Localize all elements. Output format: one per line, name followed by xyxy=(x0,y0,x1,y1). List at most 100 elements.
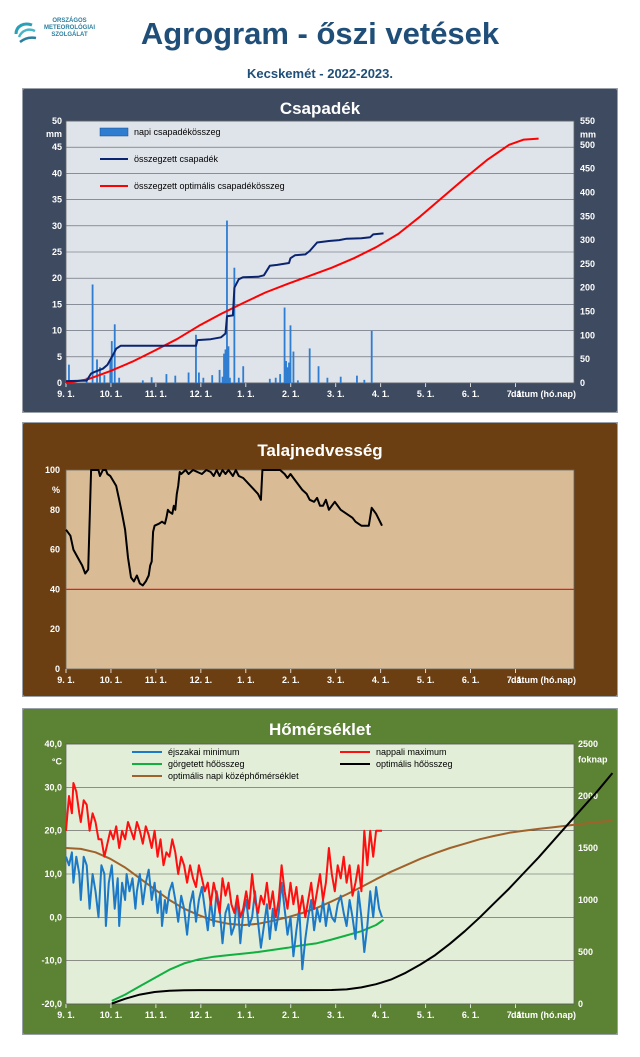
x-tick-label: 5. 1. xyxy=(417,389,435,399)
daily-precip-bar xyxy=(103,375,106,383)
soil-moisture-panel: Talajnedvesség 9. 1. 10. 1. 11. 1. 12. 1. 1. … xyxy=(22,422,618,697)
page-subtitle: Kecskemét - 2022-2023. xyxy=(247,66,393,81)
daily-precip-bar xyxy=(279,374,282,383)
x-axis-label: dátum (hó.nap) xyxy=(511,675,576,685)
x-tick-label: 11. 1. xyxy=(145,675,167,685)
x-tick-label: 3. 1. xyxy=(327,675,345,685)
daily-precip-bar xyxy=(174,375,177,383)
daily-precip-bar xyxy=(198,372,200,383)
y-right-tick-label: 450 xyxy=(580,164,595,174)
daily-precip-bar xyxy=(211,375,214,383)
daily-precip-bar xyxy=(356,375,358,383)
daily-precip-bar xyxy=(286,367,289,383)
y-tick-label: 20 xyxy=(50,624,60,634)
y-right-tick-label: 300 xyxy=(580,235,595,245)
y-left-tick-label: 40,0 xyxy=(44,739,62,749)
daily-precip-bar xyxy=(187,372,190,383)
y-right-tick-label: 550 xyxy=(580,116,595,126)
daily-precip-bar xyxy=(224,349,227,383)
precipitation-chart: Csapadék 9. 1. 10. 1. 11. 1. 12. 1. 1. 1. 2. 1… xyxy=(22,88,618,413)
y-tick-label: 60 xyxy=(50,545,60,555)
daily-precip-bar xyxy=(283,307,286,383)
temp-series-line xyxy=(65,782,382,919)
y-left-tick-label: -20,0 xyxy=(41,999,62,1009)
x-tick-label: 11. 1. xyxy=(145,389,167,399)
x-tick-label: 6. 1. xyxy=(462,675,480,685)
daily-precip-bar xyxy=(242,366,245,383)
x-tick-label: 3. 1. xyxy=(327,1010,345,1020)
x-tick-label: 1. 1. xyxy=(237,389,255,399)
x-tick-label: 11. 1. xyxy=(145,1010,167,1020)
precipitation-panel: Csapadék 9. 1. 10. 1. 11. 1. 12. 1. 1. 1. 2. 1… xyxy=(22,88,618,413)
legend-label: napi csapadékösszeg xyxy=(134,127,221,137)
soil-moisture-chart: Talajnedvesség 9. 1. 10. 1. 11. 1. 12. 1. 1. … xyxy=(22,422,618,697)
y-right-tick-label: 350 xyxy=(580,211,595,221)
y-tick-label: 0 xyxy=(55,664,60,674)
daily-precip-bar xyxy=(218,369,221,383)
y-left-tick-label: 20,0 xyxy=(44,826,62,836)
x-tick-label: 7. 1. xyxy=(507,675,525,685)
daily-precip-bar xyxy=(326,377,329,383)
y-left-tick-label: 50 xyxy=(52,116,62,126)
daily-precip-bar xyxy=(296,380,299,383)
y-left-tick-label: -10,0 xyxy=(41,956,62,966)
legend-label: optimális hőösszeg xyxy=(376,759,453,769)
page-title: Agrogram - őszi vetések xyxy=(140,16,500,51)
y-left-tick-label: 10 xyxy=(52,326,62,336)
x-tick-label: 1. 1. xyxy=(237,1010,255,1020)
legend-label: összegzett csapadék xyxy=(134,154,219,164)
y-left-tick-label: 35 xyxy=(52,195,62,205)
x-tick-label: 10. 1. xyxy=(100,389,123,399)
x-tick-label: 3. 1. xyxy=(327,389,345,399)
daily-precip-bar xyxy=(229,377,231,383)
x-axis-label: dátum (hó.nap) xyxy=(511,389,576,399)
y-right-tick-label: 500 xyxy=(580,140,595,150)
y-left-tick-label: 15 xyxy=(52,299,62,309)
daily-precip-bar xyxy=(110,341,113,383)
daily-precip-bar xyxy=(223,353,225,383)
x-tick-label: 2. 1. xyxy=(282,675,300,685)
legend-swatch xyxy=(99,127,129,137)
x-tick-label: 10. 1. xyxy=(100,675,123,685)
y-right-tick-label: 1500 xyxy=(578,843,598,853)
x-tick-label: 4. 1. xyxy=(372,389,390,399)
y-right-unit: foknap xyxy=(578,755,608,765)
legend-label: összegzett optimális csapadékösszeg xyxy=(134,181,285,191)
legend-label: nappali maximum xyxy=(376,747,447,757)
y-left-tick-label: 45 xyxy=(52,142,62,152)
x-tick-label: 4. 1. xyxy=(372,675,390,685)
y-left-tick-label: 0,0 xyxy=(49,912,62,922)
daily-precip-bar xyxy=(289,325,292,383)
daily-precip-bar xyxy=(274,377,277,383)
y-right-tick-label: 100 xyxy=(580,330,595,340)
daily-precip-bar xyxy=(339,376,342,383)
legend-label: optimális napi középhőmérséklet xyxy=(168,771,299,781)
chart-title: Csapadék xyxy=(280,99,361,118)
x-tick-label: 2. 1. xyxy=(282,389,300,399)
daily-precip-bar xyxy=(165,374,168,383)
chart-title: Hőmérséklet xyxy=(269,720,371,739)
x-tick-label: 2. 1. xyxy=(282,1010,300,1020)
y-right-tick-label: 200 xyxy=(580,283,595,293)
y-right-tick-label: 0 xyxy=(580,378,585,388)
logo-line-1: ORSZÁGOS xyxy=(52,18,87,24)
y-tick-label: 100 xyxy=(45,465,60,475)
daily-precip-bar xyxy=(292,351,295,383)
daily-precip-bar xyxy=(226,220,228,383)
legend-label: éjszakai minimum xyxy=(168,747,240,757)
y-unit: % xyxy=(52,485,60,495)
temp-series-line xyxy=(111,772,614,1005)
y-right-tick-label: 50 xyxy=(580,354,590,364)
x-tick-label: 12. 1. xyxy=(190,1010,213,1020)
daily-precip-bar xyxy=(363,379,366,383)
x-tick-label: 7. 1. xyxy=(507,1010,525,1020)
y-left-tick-label: 5 xyxy=(57,352,62,362)
x-tick-label: 10. 1. xyxy=(100,1010,123,1020)
y-left-tick-label: 30,0 xyxy=(44,782,62,792)
daily-precip-bar xyxy=(141,380,144,383)
y-right-tick-label: 2000 xyxy=(578,791,598,801)
plot-area xyxy=(65,469,575,670)
daily-precip-bar xyxy=(285,360,287,383)
daily-precip-bar xyxy=(308,348,311,383)
y-right-tick-label: 1000 xyxy=(578,895,598,905)
